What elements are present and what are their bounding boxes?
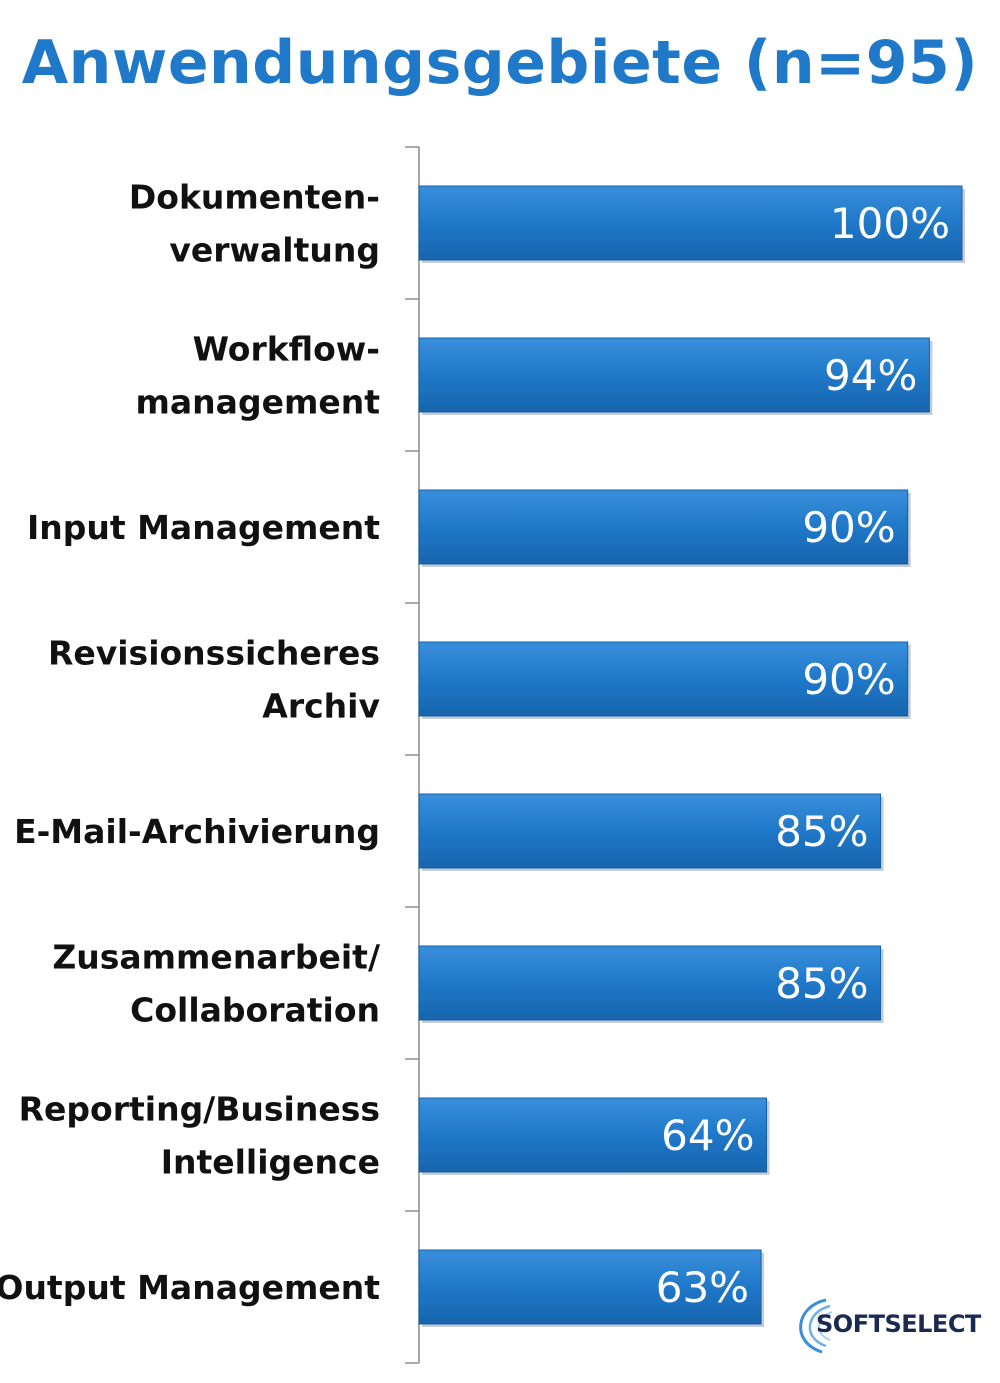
logo-text: SOFTSELECT	[816, 1310, 981, 1338]
category-label: Zusammenarbeit/	[52, 938, 381, 977]
bar-value-label: 90%	[802, 503, 895, 552]
bar-value-label: 90%	[802, 655, 895, 704]
bar-value-label: 63%	[656, 1263, 749, 1312]
bar-value-label: 100%	[830, 199, 950, 248]
bar-value-label: 94%	[824, 351, 917, 400]
bar	[418, 185, 963, 261]
bar-value-label: 85%	[775, 959, 868, 1008]
chart-title: Anwendungsgebiete (n=95)	[21, 28, 979, 98]
bar	[418, 641, 909, 717]
category-label: Collaboration	[130, 991, 380, 1030]
category-label: verwaltung	[169, 231, 380, 270]
category-label: management	[136, 383, 381, 422]
category-label: Intelligence	[161, 1143, 380, 1182]
bar-value-label: 85%	[775, 807, 868, 856]
logo-swirl-icon	[799, 1298, 833, 1354]
bar	[418, 489, 909, 565]
bar	[418, 337, 930, 413]
category-label: Workflow-	[193, 330, 380, 369]
bar	[418, 1097, 768, 1173]
bar-value-label: 64%	[661, 1111, 754, 1160]
category-label: Dokumenten-	[129, 178, 380, 217]
softselect-logo: SOFTSELECT	[786, 1292, 981, 1362]
bar	[418, 945, 882, 1021]
category-label: Archiv	[262, 687, 380, 726]
category-label: Input Management	[27, 508, 380, 547]
bar	[418, 793, 882, 869]
bar	[418, 1249, 762, 1325]
category-label: Output Management	[0, 1268, 380, 1307]
category-label: E-Mail-Archivierung	[14, 812, 380, 851]
category-label: Revisionssicheres	[48, 634, 380, 673]
category-label: Reporting/Business	[19, 1090, 380, 1129]
